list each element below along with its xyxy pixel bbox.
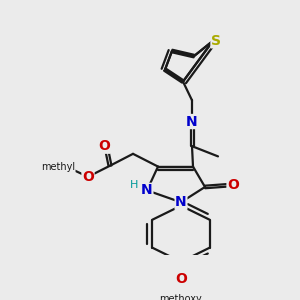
- Text: N: N: [186, 115, 198, 128]
- Text: methyl: methyl: [41, 162, 75, 172]
- Text: N: N: [141, 183, 153, 197]
- Text: O: O: [98, 139, 110, 153]
- Text: O: O: [82, 170, 94, 184]
- Text: O: O: [227, 178, 239, 192]
- Text: O: O: [175, 272, 187, 286]
- Text: S: S: [211, 34, 221, 48]
- Text: H: H: [130, 180, 138, 190]
- Text: N: N: [175, 195, 187, 209]
- Text: methoxy: methoxy: [160, 294, 203, 300]
